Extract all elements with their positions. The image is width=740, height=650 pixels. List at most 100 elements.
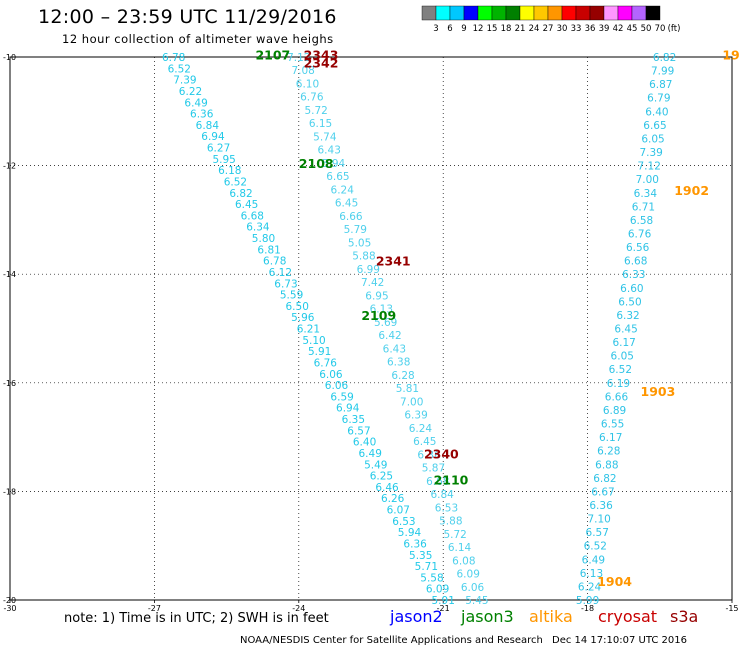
swh-value-jason2: 6.95 (365, 290, 388, 302)
swh-value-jason3: 6.12 (269, 267, 292, 279)
swh-value-altika: 6.40 (645, 106, 668, 118)
swh-value-jason3: 6.49 (359, 448, 382, 460)
swh-value-jason3: 6.52 (168, 63, 191, 75)
swh-value-jason2: 6.45 (335, 198, 358, 210)
swh-value-altika: 7.99 (651, 66, 674, 78)
swh-value-jason3: 5.80 (252, 233, 275, 245)
swh-value-jason3: 6.82 (229, 188, 252, 200)
swh-value-jason2: 6.45 (413, 436, 436, 448)
colorbar-label: 12 (473, 24, 484, 34)
swh-value-jason3: 6.59 (330, 391, 353, 403)
swh-value-jason2: 6.28 (391, 370, 414, 382)
swh-value-jason2: 5.45 (465, 595, 488, 607)
legend-jason2: jason2 (390, 607, 443, 626)
swh-value-jason2: 5.79 (344, 224, 367, 236)
y-tick-label: -10 (3, 53, 16, 62)
pass-label-s3a: 2343 (304, 47, 339, 62)
swh-value-jason2: 5.88 (439, 516, 462, 528)
colorbar-label: 3 (433, 24, 438, 34)
swh-value-jason3: 6.73 (274, 278, 297, 290)
swh-value-altika: 6.28 (597, 446, 620, 458)
colorbar-label: 27 (543, 24, 554, 34)
swh-value-altika: 6.82 (653, 52, 676, 64)
swh-value-jason2: 6.38 (387, 357, 410, 369)
colorbar-label: (ft) (668, 24, 681, 34)
swh-value-altika: 7.00 (636, 174, 659, 186)
swh-value-jason3: 6.94 (336, 403, 360, 415)
swh-value-jason3: 6.09 (426, 584, 449, 596)
swh-value-jason3: 5.91 (432, 595, 455, 607)
swh-value-altika: 6.34 (634, 188, 658, 200)
swh-value-jason3: 6.81 (257, 244, 280, 256)
swh-value-altika: 6.89 (603, 405, 626, 417)
swh-value-jason3: 5.71 (415, 561, 438, 573)
swh-value-jason2: 5.87 (422, 463, 445, 475)
swh-value-jason3: 6.18 (218, 165, 241, 177)
swh-value-jason3: 6.36 (190, 109, 214, 121)
swh-value-altika: 6.52 (609, 364, 632, 376)
colorbar-swatch (463, 5, 479, 21)
colorbar-label: 18 (501, 24, 512, 34)
swh-value-jason2: 5.72 (304, 105, 327, 117)
swh-value-jason3: 6.22 (179, 86, 202, 98)
swh-value-jason2: 5.72 (443, 529, 466, 541)
pass-label-altika: 1902 (674, 183, 709, 198)
pass-label-altika: 1904 (597, 574, 632, 589)
pass-label-jason3: 2110 (434, 472, 469, 487)
colorbar-label: 50 (641, 24, 652, 34)
swh-value-jason3: 7.39 (173, 75, 196, 87)
swh-value-jason2: 6.99 (357, 264, 380, 276)
colorbar-label: 33 (571, 24, 582, 34)
colorbar-swatch (491, 5, 507, 21)
swh-value-altika: 6.05 (641, 133, 664, 145)
x-tick-label: -21 (437, 604, 450, 613)
colorbar-label: 24 (529, 24, 540, 34)
swh-value-jason3: 6.84 (196, 120, 220, 132)
swh-value-altika: 7.39 (639, 147, 662, 159)
colorbar-swatch (645, 5, 661, 21)
swh-value-altika: 6.79 (647, 93, 670, 105)
swh-value-jason3: 6.07 (387, 505, 410, 517)
swh-value-jason3: 6.35 (342, 414, 365, 426)
swh-value-jason3: 5.49 (364, 459, 387, 471)
swh-value-jason3: 6.68 (241, 210, 264, 222)
x-tick-label: -18 (581, 604, 594, 613)
swh-value-altika: 6.36 (589, 500, 613, 512)
colorbar-label: 42 (613, 24, 624, 34)
colorbar-swatch (435, 5, 451, 21)
colorbar-label: 36 (585, 24, 596, 34)
swh-value-jason3: 6.40 (353, 437, 376, 449)
swh-value-jason2: 6.84 (430, 489, 454, 501)
swh-value-altika: 6.71 (632, 201, 655, 213)
swh-value-jason2: 6.10 (296, 78, 319, 90)
swh-value-jason2: 6.13 (370, 304, 393, 316)
colorbar-swatch (421, 5, 437, 21)
colorbar-label: 70 (655, 24, 666, 34)
swh-value-jason3: 6.36 (403, 538, 427, 550)
colorbar-swatch (477, 5, 493, 21)
colorbar-label: 9 (461, 24, 466, 34)
swh-value-altika: 7.10 (587, 514, 610, 526)
colorbar-swatch (449, 5, 465, 21)
pass-label-jason3: 2108 (299, 156, 334, 171)
colorbar-swatch (533, 5, 549, 21)
swh-value-altika: 6.60 (620, 283, 643, 295)
swh-value-altika: 6.82 (593, 473, 616, 485)
swh-value-jason2: 6.08 (452, 555, 475, 567)
colorbar-swatch (505, 5, 521, 21)
chart-title: 12:00 – 23:59 UTC 11/29/2016 (38, 6, 337, 28)
swh-value-jason3: 6.76 (314, 357, 338, 369)
swh-value-altika: 6.17 (599, 432, 622, 444)
swh-value-jason3: 5.35 (409, 550, 432, 562)
swh-value-jason3: 6.46 (375, 482, 399, 494)
swh-value-jason2: 6.66 (339, 211, 363, 223)
x-tick-label: -15 (725, 604, 738, 613)
legend-s3a: s3a (670, 607, 699, 626)
colorbar-swatch (617, 5, 633, 21)
swh-value-altika: 6.50 (618, 296, 641, 308)
swh-value-jason3: 6.94 (201, 131, 225, 143)
swh-value-altika: 6.56 (626, 242, 650, 254)
pass-label-jason3: 2107 (255, 47, 290, 62)
colorbar-swatch (631, 5, 647, 21)
